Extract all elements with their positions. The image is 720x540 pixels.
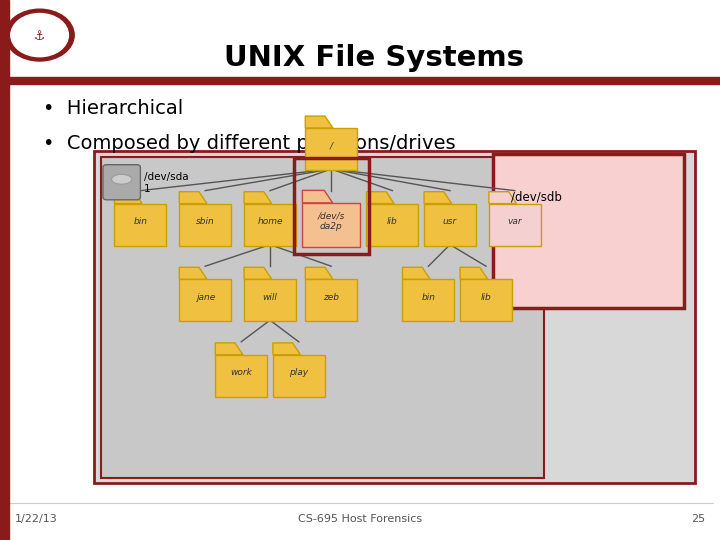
Text: /dev/sdb: /dev/sdb (511, 191, 562, 204)
FancyBboxPatch shape (402, 279, 454, 321)
FancyBboxPatch shape (94, 151, 695, 483)
Polygon shape (179, 192, 207, 204)
FancyBboxPatch shape (305, 279, 357, 321)
Polygon shape (305, 267, 333, 279)
Circle shape (11, 14, 68, 57)
Text: usr: usr (443, 217, 457, 226)
Polygon shape (215, 343, 243, 355)
Text: zeb: zeb (323, 293, 339, 301)
FancyBboxPatch shape (103, 165, 140, 200)
Text: will: will (263, 293, 277, 301)
Text: /dev/sda
1: /dev/sda 1 (144, 172, 189, 194)
FancyBboxPatch shape (244, 279, 296, 321)
FancyBboxPatch shape (493, 154, 684, 308)
Polygon shape (489, 192, 516, 204)
FancyBboxPatch shape (179, 279, 231, 321)
FancyBboxPatch shape (215, 355, 267, 397)
Bar (9, 77, 720, 84)
Text: bin: bin (421, 293, 436, 301)
Text: •  Composed by different partitions/drives: • Composed by different partitions/drive… (43, 133, 456, 153)
Polygon shape (460, 267, 487, 279)
Polygon shape (114, 192, 142, 204)
Text: work: work (230, 368, 252, 377)
Text: sbin: sbin (196, 217, 215, 226)
Text: 1/22/13: 1/22/13 (14, 515, 57, 524)
FancyBboxPatch shape (179, 204, 231, 246)
Polygon shape (302, 191, 333, 203)
Text: CS-695 Host Forensics: CS-695 Host Forensics (298, 515, 422, 524)
FancyBboxPatch shape (114, 204, 166, 246)
Text: play: play (289, 368, 308, 377)
FancyBboxPatch shape (244, 204, 296, 246)
FancyBboxPatch shape (273, 355, 325, 397)
Text: ⚓: ⚓ (34, 30, 45, 43)
Polygon shape (305, 116, 333, 128)
FancyBboxPatch shape (366, 204, 418, 246)
FancyBboxPatch shape (101, 157, 544, 478)
Text: var: var (508, 217, 522, 226)
Text: /dev/s
da2p: /dev/s da2p (318, 212, 345, 231)
Text: /: / (330, 141, 333, 150)
FancyBboxPatch shape (305, 128, 357, 170)
Text: lib: lib (481, 293, 491, 301)
Text: home: home (257, 217, 283, 226)
Text: jane: jane (196, 293, 215, 301)
Polygon shape (273, 343, 300, 355)
FancyBboxPatch shape (424, 204, 476, 246)
Text: 25: 25 (691, 515, 706, 524)
Text: •  Hierarchical: • Hierarchical (43, 98, 184, 118)
Polygon shape (366, 192, 394, 204)
Polygon shape (244, 192, 271, 204)
Bar (0, 0, 9, 540)
FancyBboxPatch shape (489, 204, 541, 246)
Text: UNIX File Systems: UNIX File Systems (225, 44, 524, 72)
Text: bin: bin (133, 217, 148, 226)
Circle shape (5, 9, 74, 61)
FancyBboxPatch shape (460, 279, 512, 321)
FancyBboxPatch shape (302, 203, 360, 247)
Polygon shape (424, 192, 451, 204)
Ellipse shape (112, 174, 132, 184)
Polygon shape (402, 267, 430, 279)
Polygon shape (244, 267, 271, 279)
Text: lib: lib (387, 217, 397, 226)
Polygon shape (179, 267, 207, 279)
